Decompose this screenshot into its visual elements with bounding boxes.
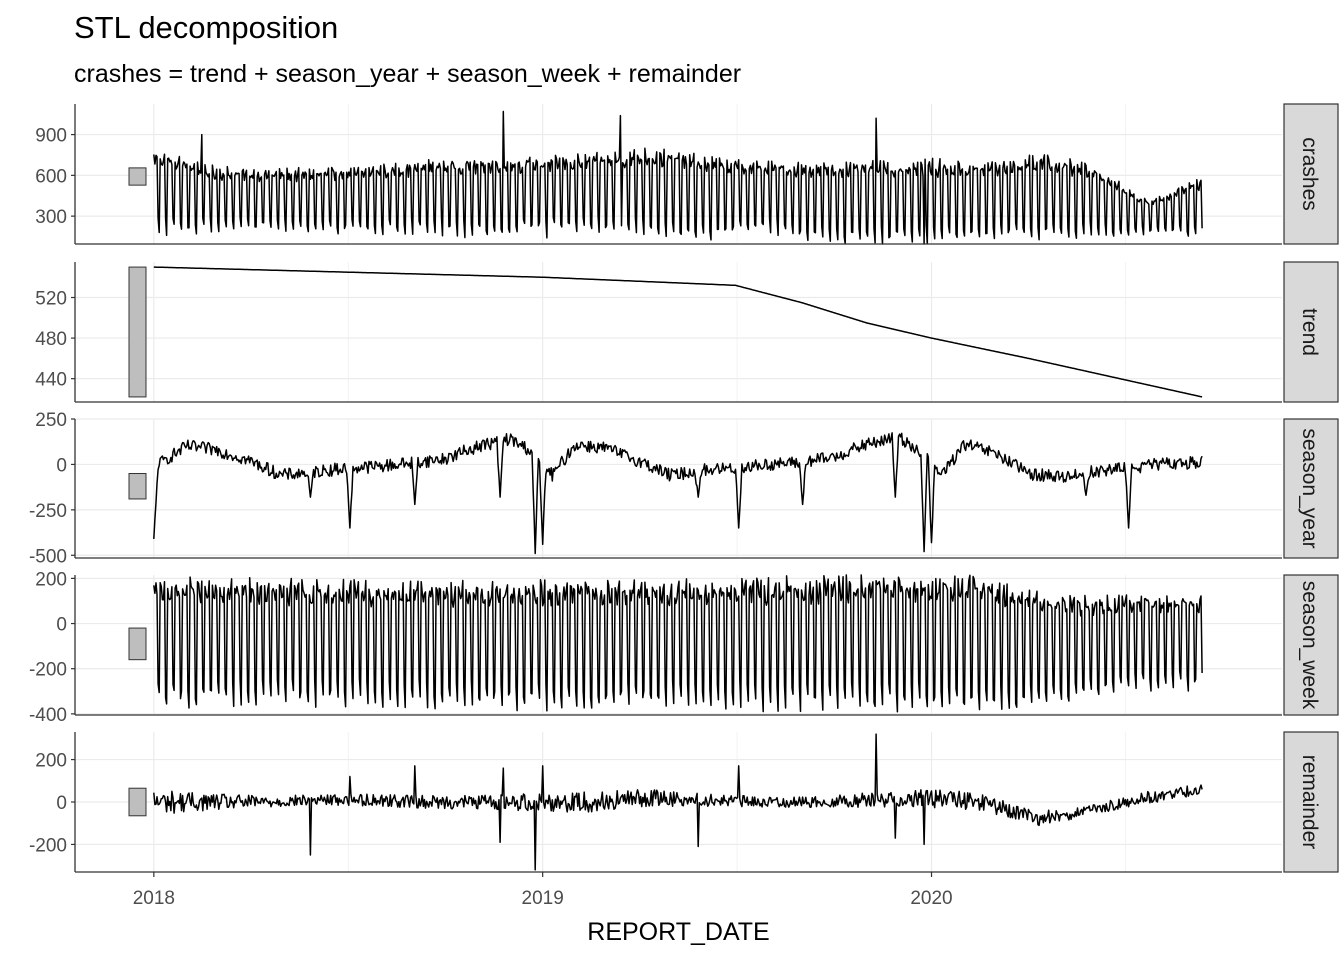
facet-strip-label: season_year bbox=[1298, 428, 1321, 548]
x-tick-label: 2020 bbox=[910, 888, 952, 909]
y-tick-label: 200 bbox=[35, 569, 67, 590]
scale-bar bbox=[128, 787, 147, 817]
y-tick-label: 200 bbox=[35, 751, 67, 772]
y-tick-label: 600 bbox=[35, 166, 67, 187]
y-tick-label: 250 bbox=[35, 410, 67, 431]
chart-subtitle: crashes = trend + season_year + season_w… bbox=[74, 60, 742, 88]
series-line-crashes bbox=[153, 110, 1203, 245]
panel-crashes: 900 600 300 crashes bbox=[35, 103, 1339, 245]
scale-bar bbox=[128, 627, 147, 661]
y-tick-label: 0 bbox=[56, 615, 67, 636]
y-tick-label: -200 bbox=[29, 835, 67, 856]
x-axis-label: REPORT_DATE bbox=[587, 918, 769, 946]
x-tick-label: 2019 bbox=[522, 888, 564, 909]
panel-season_week: 200 0 -200 -400 season_week bbox=[29, 569, 1339, 726]
series-line-trend bbox=[153, 266, 1203, 398]
series-line-season_year bbox=[153, 432, 1203, 555]
x-tick-label: 2018 bbox=[133, 888, 175, 909]
scale-bar bbox=[128, 473, 147, 500]
panel-trend: 520 480 440 trend bbox=[35, 261, 1339, 403]
scale-bar bbox=[128, 167, 147, 186]
series-line-season_week bbox=[153, 574, 1203, 713]
series-line-remainder bbox=[153, 733, 1203, 871]
y-tick-label: 480 bbox=[35, 329, 67, 350]
facet-strip-label: crashes bbox=[1298, 137, 1321, 211]
facet-strip bbox=[1283, 261, 1339, 403]
y-tick-label: -500 bbox=[29, 546, 67, 567]
y-tick-label: -250 bbox=[29, 501, 67, 522]
facet-strip bbox=[1283, 103, 1339, 245]
facet-strip-label: season_week bbox=[1298, 581, 1321, 710]
facet-strip-label: trend bbox=[1298, 308, 1321, 356]
y-tick-label: 300 bbox=[35, 207, 67, 228]
y-tick-label: 440 bbox=[35, 370, 67, 391]
panel-remainder: 200 0 -200 remainder bbox=[29, 731, 1339, 873]
facet-strip-label: remainder bbox=[1298, 755, 1321, 850]
facet-strip bbox=[1283, 574, 1339, 716]
chart-title: STL decomposition bbox=[74, 10, 339, 45]
y-tick-label: 0 bbox=[56, 793, 67, 814]
y-tick-label: -200 bbox=[29, 660, 67, 681]
panel-season_year: 250 0 -250 -500 season_year bbox=[29, 410, 1339, 567]
y-tick-label: 520 bbox=[35, 289, 67, 310]
y-tick-label: 0 bbox=[56, 455, 67, 476]
facet-strip bbox=[1283, 731, 1339, 873]
scale-bar bbox=[128, 266, 147, 398]
facet-strip bbox=[1283, 418, 1339, 559]
y-tick-label: -400 bbox=[29, 705, 67, 726]
y-tick-label: 900 bbox=[35, 126, 67, 147]
